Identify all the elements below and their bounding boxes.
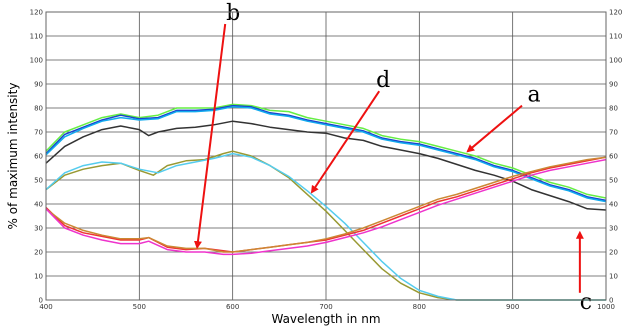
x-axis-label: Wavelength in nm <box>271 312 380 326</box>
y-tick-label-right-0: 0 <box>609 297 613 305</box>
annotation-label-b: b <box>226 1 240 26</box>
annotation-label-a: a <box>527 83 540 108</box>
series-group <box>45 103 607 301</box>
series-line-1 <box>45 104 607 202</box>
y-tick-label-left-3: 30 <box>34 225 43 233</box>
annotation-arrow-b <box>193 23 227 250</box>
y-tick-label-right-4: 40 <box>609 201 618 209</box>
x-tick-label-2: 600 <box>226 303 239 311</box>
x-tick-label-4: 800 <box>413 303 426 311</box>
series-line-8 <box>45 158 607 256</box>
y-tick-label-left-9: 90 <box>34 81 43 89</box>
y-axis-label: % of maximum intensity <box>6 83 20 230</box>
series-line-5 <box>45 152 606 301</box>
y-tick-label-left-10: 100 <box>30 57 43 65</box>
y-tick-label-right-8: 80 <box>609 105 618 113</box>
y-tick-label-right-1: 10 <box>609 273 618 281</box>
plot-frame <box>45 11 607 301</box>
y-tick-label-left-7: 70 <box>34 129 43 137</box>
x-tick-label-6: 1000 <box>597 303 615 311</box>
x-tick-label-0: 400 <box>39 303 52 311</box>
annotation-arrow-a <box>466 104 523 153</box>
y-tick-label-right-6: 60 <box>609 153 618 161</box>
annotations: a b c d <box>193 1 592 315</box>
y-tick-label-right-12: 120 <box>609 9 622 17</box>
y-tick-label-right-2: 20 <box>609 249 618 257</box>
x-tick-label-5: 900 <box>506 303 519 311</box>
y-tick-label-left-6: 60 <box>34 153 43 161</box>
y-tick-label-right-9: 90 <box>609 81 618 89</box>
annotation-label-d: d <box>376 68 390 93</box>
y-tick-label-right-7: 70 <box>609 129 618 137</box>
y-tick-label-left-1: 10 <box>34 273 43 281</box>
series-line-0 <box>45 103 607 199</box>
y-tick-label-left-4: 40 <box>34 201 43 209</box>
x-tick-label-3: 700 <box>319 303 332 311</box>
series-line-2 <box>45 106 607 203</box>
y-tick-label-right-3: 30 <box>609 225 618 233</box>
y-tick-label-right-10: 100 <box>609 57 622 65</box>
annotation-label-c: c <box>580 290 592 315</box>
annotation-arrow-d <box>310 90 381 194</box>
x-tick-label-1: 500 <box>133 303 146 311</box>
series-line-7 <box>45 156 607 253</box>
y-tick-label-left-11: 110 <box>30 33 43 41</box>
y-tick-label-left-5: 50 <box>34 177 43 185</box>
y-tick-label-right-5: 50 <box>609 177 618 185</box>
y-tick-label-left-0: 0 <box>39 297 43 305</box>
y-tick-label-left-8: 80 <box>34 105 43 113</box>
y-tick-label-right-11: 110 <box>609 33 622 41</box>
y-tick-label-left-2: 20 <box>34 249 43 257</box>
y-tick-label-left-12: 120 <box>30 9 43 17</box>
